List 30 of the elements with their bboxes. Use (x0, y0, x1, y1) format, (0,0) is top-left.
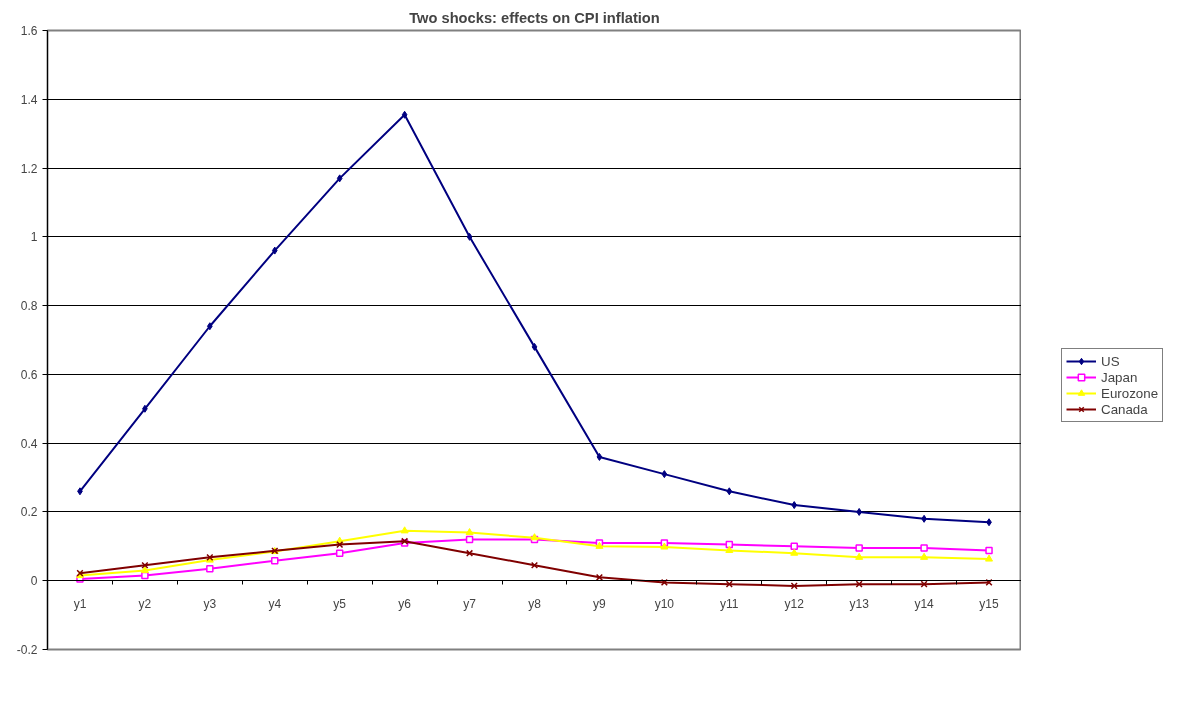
x-tick-label: y12 (784, 596, 805, 611)
y-tick-label: 1.2 (20, 161, 38, 176)
x-tick-label: y3 (203, 596, 217, 611)
x-tick-label: y7 (463, 596, 477, 611)
y-tick-label: 0 (30, 574, 38, 589)
legend-label: US (1101, 353, 1121, 369)
x-tick-label: y6 (398, 596, 412, 611)
y-tick-label: 0.8 (20, 299, 38, 314)
y-tick-label: 0.6 (20, 367, 38, 382)
x-tick-label: y15 (979, 596, 1000, 611)
x-tick-label: y11 (720, 596, 739, 611)
chart-title: Two shocks: effects on CPI inflation (409, 9, 660, 26)
x-tick-label: y14 (914, 596, 935, 611)
y-tick-label: 1.4 (20, 92, 38, 107)
x-tick-label: y1 (73, 596, 87, 611)
y-tick-label: 1 (30, 230, 38, 245)
x-tick-label: y4 (268, 596, 282, 611)
x-tick-label: y10 (654, 596, 675, 611)
y-tick-label: 1.6 (20, 24, 38, 38)
legend-label: Japan (1101, 369, 1138, 385)
y-tick-label: -0.2 (16, 643, 38, 657)
legend-label: Eurozone (1101, 385, 1159, 401)
y-tick-label: 0.4 (20, 436, 38, 451)
x-tick-label: y13 (849, 596, 870, 611)
legend-label: Canada (1101, 401, 1148, 417)
x-tick-label: y5 (333, 596, 347, 611)
x-tick-label: y9 (593, 596, 607, 611)
y-tick-label: 0.2 (20, 505, 38, 520)
x-tick-label: y2 (138, 596, 152, 611)
x-tick-label: y8 (528, 596, 542, 611)
